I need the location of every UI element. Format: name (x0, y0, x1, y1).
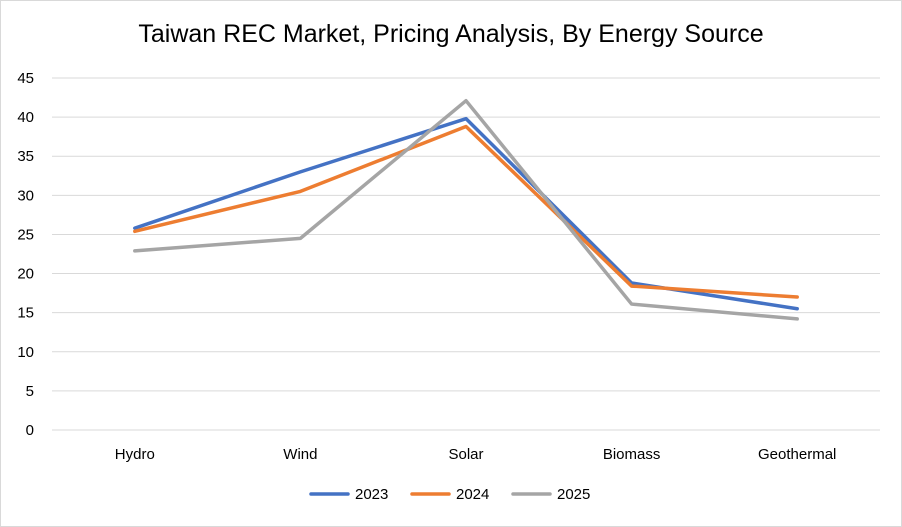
y-tick-label: 5 (26, 383, 34, 400)
y-tick-label: 15 (17, 305, 34, 322)
legend-label: 2024 (456, 486, 489, 503)
y-tick-label: 25 (17, 226, 34, 243)
chart-title: Taiwan REC Market, Pricing Analysis, By … (138, 20, 764, 48)
legend-label: 2023 (355, 486, 388, 503)
y-tick-label: 40 (17, 109, 34, 126)
y-tick-label: 20 (17, 266, 34, 283)
series-line-2023 (133, 116, 799, 311)
x-tick-label: Solar (448, 446, 483, 463)
x-tick-label: Biomass (603, 446, 661, 463)
x-tick-label: Geothermal (758, 446, 836, 463)
x-axis-ticks: Hydro Wind Solar Biomass Geothermal (115, 446, 837, 463)
y-tick-label: 45 (17, 70, 34, 87)
y-tick-label: 0 (26, 422, 34, 439)
y-tick-label: 10 (17, 344, 34, 361)
series-line-2025 (133, 98, 799, 321)
series-lines (133, 98, 799, 321)
gridlines (52, 77, 880, 431)
legend: 2023 2024 2025 (309, 486, 590, 503)
y-axis-ticks: 0 5 10 15 20 25 30 35 40 45 (17, 70, 34, 439)
y-tick-label: 35 (17, 148, 34, 165)
legend-label: 2025 (557, 486, 590, 503)
y-tick-label: 30 (17, 187, 34, 204)
series-line-2024 (133, 124, 799, 299)
x-tick-label: Hydro (115, 446, 155, 463)
x-tick-label: Wind (283, 446, 317, 463)
